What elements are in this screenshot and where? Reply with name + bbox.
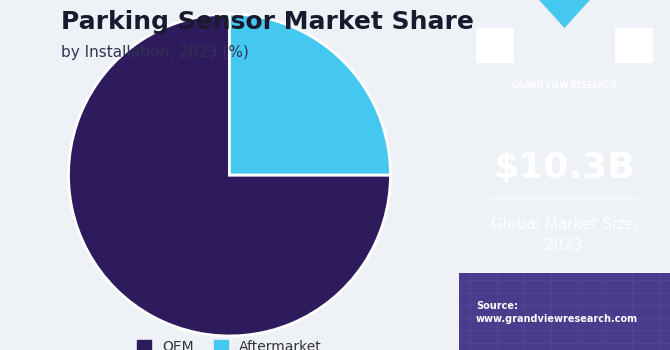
Text: Parking Sensor Market Share: Parking Sensor Market Share [62,10,474,35]
Wedge shape [229,14,391,175]
Legend: OEM, Aftermarket: OEM, Aftermarket [130,332,329,350]
Bar [615,28,653,63]
Text: $10.3B: $10.3B [494,151,635,185]
Bar [459,273,670,350]
Text: by Installation, 2023 (%): by Installation, 2023 (%) [62,46,249,61]
Bar [476,28,514,63]
Text: Global Market Size,
2023: Global Market Size, 2023 [490,217,639,253]
Text: GRAND VIEW RESEARCH: GRAND VIEW RESEARCH [513,80,616,90]
Text: Source:
www.grandviewresearch.com: Source: www.grandviewresearch.com [476,301,638,324]
Polygon shape [533,0,596,28]
Wedge shape [68,14,391,336]
